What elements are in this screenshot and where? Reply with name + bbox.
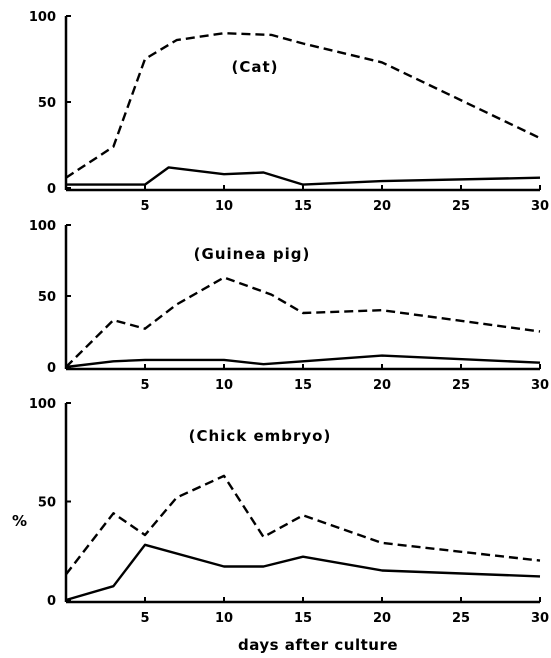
x-tick-label: 5: [140, 378, 149, 393]
x-tick-label: 5: [140, 611, 149, 626]
x-tick-label: 30: [531, 199, 549, 214]
x-tick-label: 5: [140, 199, 149, 214]
y-tick-label: 0: [47, 361, 56, 376]
y-tick-label: 50: [38, 496, 56, 511]
x-axis-title: days after culture: [238, 636, 398, 654]
series-layer: [65, 474, 541, 602]
tick-group: 5 10 15 20 25 30 0 50 100: [29, 10, 549, 214]
x-tick-label: 30: [531, 611, 549, 626]
y-tick-label: 50: [38, 96, 56, 111]
panel-guinea-pig: (Guinea pig) 5 10 15 20 25 30 0 50 100: [29, 219, 549, 393]
panel-title: (Guinea pig): [194, 245, 311, 263]
x-tick-label: 10: [215, 199, 233, 214]
series-layer: [65, 32, 541, 186]
tick-group: 5 10 15 20 25 30 0 50 100: [29, 219, 549, 393]
x-tick-label: 20: [373, 199, 391, 214]
y-tick-label: 0: [47, 182, 56, 197]
solid-series-line: [65, 354, 541, 369]
dashed-series-line: [65, 276, 541, 368]
dashed-series-line: [65, 32, 541, 179]
panel-title: (Chick embryo): [189, 427, 332, 445]
x-tick-label: 15: [294, 611, 312, 626]
x-tick-label: 30: [531, 378, 549, 393]
x-tick-label: 25: [452, 199, 470, 214]
y-tick-label: 100: [29, 219, 56, 234]
y-tick-label: 50: [38, 290, 56, 305]
panel-chick-embryo: (Chick embryo) % days after culture 5 10 1…: [12, 397, 549, 654]
solid-series-line: [65, 543, 541, 602]
x-tick-label: 10: [215, 611, 233, 626]
y-tick-label: 100: [29, 397, 56, 412]
series-layer: [65, 276, 541, 369]
x-tick-label: 15: [294, 378, 312, 393]
panel-title: (Cat): [231, 58, 278, 76]
x-tick-label: 25: [452, 611, 470, 626]
dashed-series-line: [65, 474, 541, 576]
panel-cat: (Cat) 5 10 15 20 25 30 0 50 100: [29, 10, 549, 214]
x-tick-label: 15: [294, 199, 312, 214]
solid-series-line: [66, 166, 541, 186]
y-tick-label: 100: [29, 10, 56, 25]
x-tick-label: 10: [215, 378, 233, 393]
tick-group: 5 10 15 20 25 30 0 50 100: [29, 397, 549, 626]
x-tick-label: 20: [373, 611, 391, 626]
y-tick-label: 0: [47, 594, 56, 609]
y-axis-title: %: [12, 512, 28, 530]
x-tick-label: 20: [373, 378, 391, 393]
x-tick-label: 25: [452, 378, 470, 393]
